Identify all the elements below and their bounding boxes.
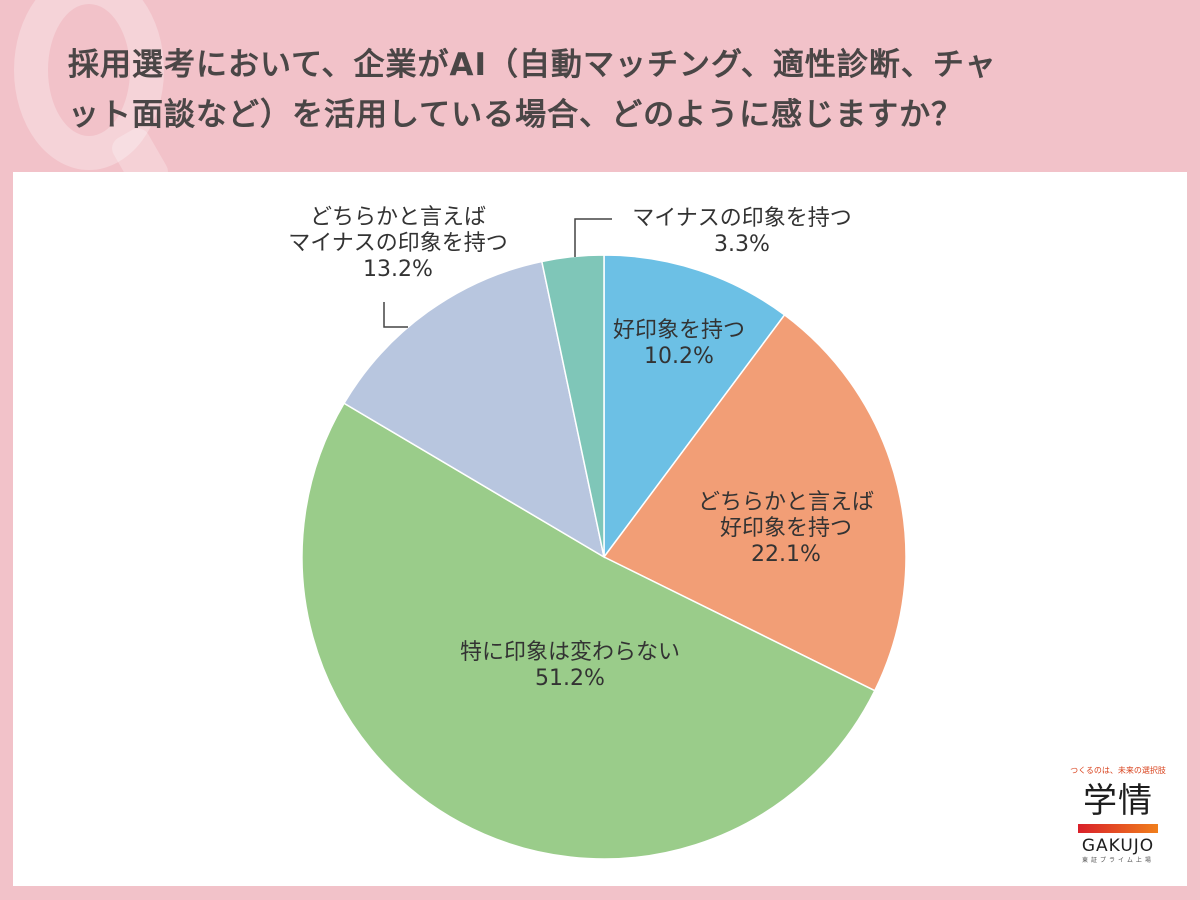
label-text: どちらかと言えば — [309, 205, 486, 230]
label-value: 13.2% — [363, 257, 433, 282]
logo-subtitle: 東証プライム上場 — [1082, 857, 1154, 864]
gakujo-logo: つくるのは、未来の選択肢 学情 GAKUJO 東証プライム上場 — [1063, 765, 1173, 866]
pie-slice — [603, 254, 786, 560]
label-negative: マイナスの印象を持つ 3.3% — [632, 206, 852, 258]
leader-line-minus — [574, 218, 612, 257]
label-positive: 好印象を持つ 10.2% — [613, 318, 745, 370]
pie-slice — [301, 402, 876, 860]
label-value: 22.1% — [751, 542, 821, 567]
title-line-1: 採用選考において、企業がAI（自動マッチング、適性診断、チャ — [68, 47, 997, 83]
label-text: マイナスの印象を持つ — [288, 231, 508, 256]
label-somewhat-negative: どちらかと言えば マイナスの印象を持つ 13.2% — [288, 205, 508, 283]
label-no-change: 特に印象は変わらない 51.2% — [460, 640, 680, 692]
logo-gradient-bar — [1078, 824, 1158, 833]
label-value: 51.2% — [535, 666, 605, 691]
leader-line-somewhat-minus — [383, 302, 408, 328]
pie-slices — [301, 254, 907, 860]
pie-slice — [343, 260, 606, 559]
logo-tagline: つくるのは、未来の選択肢 — [1070, 766, 1166, 775]
pie-slice — [540, 254, 605, 558]
label-text: 好印象を持つ — [719, 516, 853, 541]
label-text: 好印象を持つ — [612, 318, 746, 343]
title-line-2: ット面談など）を活用している場合、どのように感じますか？ — [68, 97, 964, 133]
logo-kanji: 学情 — [1083, 781, 1153, 821]
logo-name: GAKUJO — [1081, 836, 1155, 856]
label-text: マイナスの印象を持つ — [632, 206, 852, 231]
label-value: 3.3% — [714, 232, 770, 257]
label-text: 特に印象は変わらない — [459, 640, 681, 665]
label-somewhat-positive: どちらかと言えば 好印象を持つ 22.1% — [698, 490, 874, 568]
label-value: 10.2% — [644, 344, 714, 369]
question-title: 採用選考において、企業がAI（自動マッチング、適性診断、チャ ット面談など）を活… — [68, 40, 1198, 140]
label-text: どちらかと言えば — [697, 490, 875, 515]
pie-slice — [602, 313, 907, 692]
